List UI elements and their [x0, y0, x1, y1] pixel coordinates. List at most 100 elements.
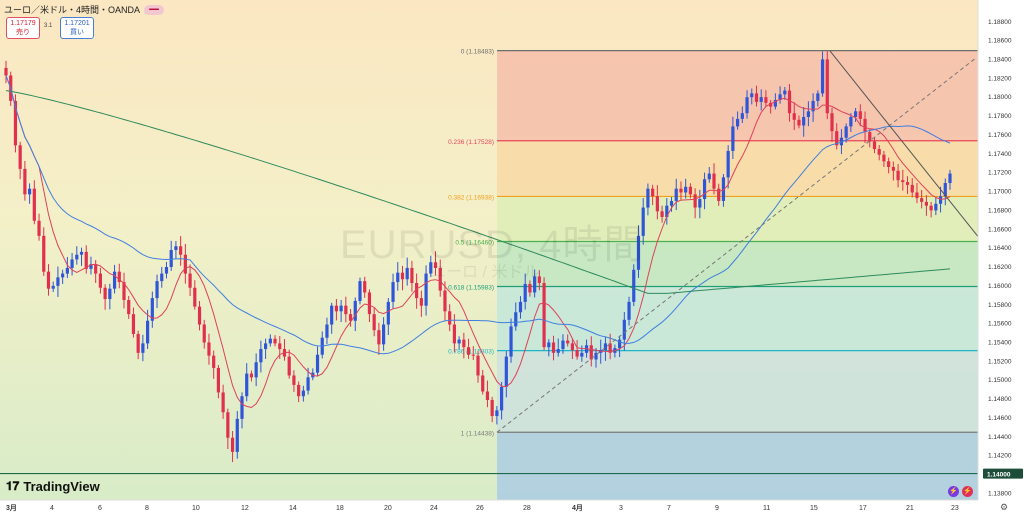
candle[interactable]	[4, 67, 8, 76]
candle[interactable]	[155, 281, 159, 299]
downtrend-line[interactable]	[829, 50, 983, 242]
candle[interactable]	[632, 269, 636, 302]
candle[interactable]	[13, 100, 18, 146]
candle[interactable]	[910, 184, 914, 193]
candle[interactable]	[70, 259, 74, 268]
candle[interactable]	[382, 324, 386, 345]
candle[interactable]	[297, 384, 301, 397]
sell-button[interactable]: 1.17179 売り	[6, 17, 40, 39]
candle[interactable]	[665, 205, 669, 217]
candle[interactable]	[537, 276, 541, 284]
candle[interactable]	[127, 300, 131, 315]
candle[interactable]	[504, 356, 508, 387]
candle[interactable]	[358, 281, 362, 301]
candle[interactable]	[94, 264, 98, 274]
candle[interactable]	[46, 271, 51, 289]
candle[interactable]	[835, 131, 839, 146]
candle[interactable]	[750, 93, 754, 98]
candle[interactable]	[429, 262, 433, 274]
candle[interactable]	[863, 118, 867, 133]
candle[interactable]	[306, 377, 310, 391]
candle[interactable]	[726, 150, 730, 178]
candle[interactable]	[542, 283, 546, 348]
candle[interactable]	[42, 235, 46, 272]
candle[interactable]	[202, 324, 206, 343]
candle[interactable]	[594, 352, 598, 360]
candle[interactable]	[669, 200, 674, 206]
candle[interactable]	[825, 59, 829, 114]
candle[interactable]	[901, 180, 905, 183]
candle[interactable]	[929, 205, 933, 211]
candle[interactable]	[164, 266, 169, 274]
candle[interactable]	[570, 343, 574, 350]
ma-slow-line[interactable]	[5, 90, 951, 294]
candle[interactable]	[457, 339, 461, 344]
candle[interactable]	[98, 273, 102, 288]
candle[interactable]	[207, 342, 211, 356]
candle[interactable]	[226, 412, 230, 438]
candle[interactable]	[622, 319, 626, 340]
candle[interactable]	[627, 301, 631, 320]
candle[interactable]	[146, 320, 150, 344]
candle[interactable]	[547, 342, 551, 348]
candle[interactable]	[79, 251, 84, 255]
candle[interactable]	[325, 324, 329, 338]
candle[interactable]	[655, 196, 659, 212]
settings-gear-icon[interactable]: ⚙	[1000, 502, 1009, 512]
candle[interactable]	[721, 177, 726, 201]
candle[interactable]	[415, 283, 419, 299]
candle[interactable]	[37, 220, 41, 236]
candle[interactable]	[934, 203, 938, 211]
candle[interactable]	[344, 305, 348, 315]
candle[interactable]	[693, 194, 697, 208]
candle[interactable]	[419, 298, 423, 306]
candle[interactable]	[221, 392, 225, 413]
candle[interactable]	[462, 339, 466, 348]
candle[interactable]	[651, 188, 655, 197]
candle[interactable]	[396, 272, 400, 283]
candle[interactable]	[131, 314, 136, 334]
ma-mid-line[interactable]	[5, 75, 951, 355]
candle[interactable]	[268, 338, 272, 344]
candle[interactable]	[736, 118, 740, 127]
candle[interactable]	[787, 90, 792, 114]
candle[interactable]	[89, 264, 93, 269]
candle[interactable]	[183, 254, 187, 274]
candle[interactable]	[197, 306, 202, 325]
candle[interactable]	[495, 410, 499, 417]
candle[interactable]	[688, 186, 692, 195]
candle[interactable]	[797, 119, 801, 126]
candle[interactable]	[566, 340, 570, 344]
price-level-badge[interactable]	[983, 468, 1023, 479]
candle[interactable]	[674, 188, 678, 201]
candle[interactable]	[589, 345, 593, 360]
candle[interactable]	[509, 326, 513, 357]
candle[interactable]	[245, 373, 249, 397]
candle[interactable]	[448, 311, 452, 325]
candle[interactable]	[924, 201, 928, 206]
candle[interactable]	[330, 305, 334, 325]
candle[interactable]	[51, 285, 55, 289]
candle[interactable]	[405, 267, 409, 280]
candle[interactable]	[466, 347, 471, 355]
candle[interactable]	[278, 343, 282, 350]
candle[interactable]	[731, 126, 735, 151]
candle[interactable]	[802, 116, 806, 126]
candle[interactable]	[896, 170, 900, 181]
candle[interactable]	[707, 173, 711, 180]
tradingview-logo[interactable]: 𝟏𝟕 TradingView	[6, 479, 100, 494]
candle[interactable]	[490, 400, 494, 417]
candle[interactable]	[518, 301, 523, 313]
candle[interactable]	[500, 386, 504, 411]
candle[interactable]	[533, 276, 537, 293]
candle[interactable]	[103, 287, 107, 300]
candle[interactable]	[887, 161, 891, 167]
candle[interactable]	[287, 356, 291, 376]
candle[interactable]	[476, 355, 480, 376]
candle[interactable]	[603, 343, 608, 350]
candle[interactable]	[580, 352, 584, 357]
candle[interactable]	[773, 100, 777, 107]
candle[interactable]	[363, 281, 367, 293]
candle[interactable]	[193, 287, 197, 307]
